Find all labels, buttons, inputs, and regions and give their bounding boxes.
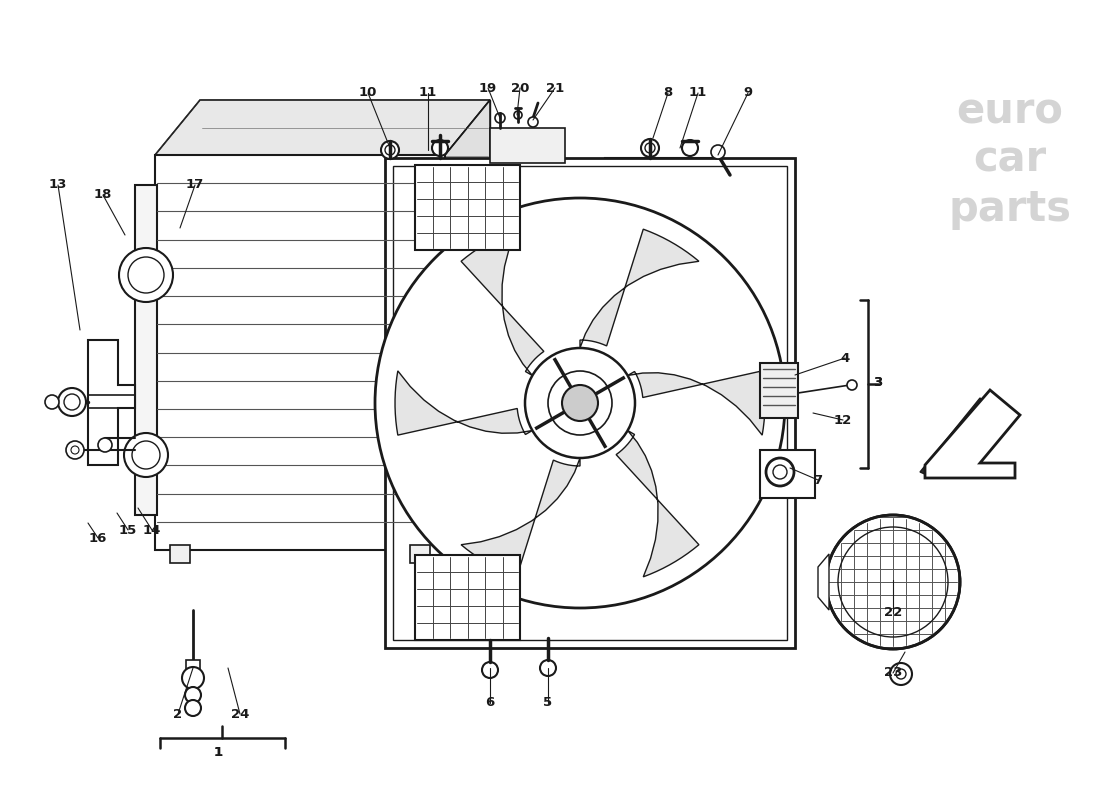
Circle shape	[896, 669, 906, 679]
Text: euro
car
parts: euro car parts	[948, 90, 1071, 230]
Text: 1: 1	[213, 746, 222, 758]
Text: 18: 18	[94, 189, 112, 202]
Bar	[410, 545, 430, 563]
Polygon shape	[925, 390, 1020, 478]
Bar	[135, 185, 157, 515]
Circle shape	[682, 140, 698, 156]
Circle shape	[641, 139, 659, 157]
Text: 3: 3	[873, 377, 882, 390]
Circle shape	[185, 700, 201, 716]
Bar	[170, 545, 190, 563]
Polygon shape	[461, 229, 543, 375]
Circle shape	[124, 433, 168, 477]
Circle shape	[58, 388, 86, 416]
Polygon shape	[395, 371, 532, 435]
Polygon shape	[155, 100, 490, 155]
Circle shape	[847, 380, 857, 390]
Text: 17: 17	[186, 178, 205, 191]
Text: 14: 14	[143, 523, 162, 537]
Polygon shape	[605, 158, 720, 200]
Text: 1: 1	[213, 746, 222, 758]
Text: 20: 20	[510, 82, 529, 94]
Circle shape	[826, 515, 960, 649]
Polygon shape	[818, 554, 829, 610]
Circle shape	[98, 438, 112, 452]
Circle shape	[890, 663, 912, 685]
Text: 16: 16	[89, 531, 107, 545]
Polygon shape	[580, 229, 698, 348]
Circle shape	[66, 441, 84, 459]
Bar	[442, 340, 460, 364]
Circle shape	[119, 248, 173, 302]
Bar	[760, 450, 815, 498]
Text: 5: 5	[543, 697, 552, 710]
Circle shape	[182, 667, 204, 689]
Polygon shape	[616, 430, 699, 577]
Text: 9: 9	[744, 86, 752, 99]
Text: 13: 13	[48, 178, 67, 191]
Bar	[200, 100, 490, 495]
Text: 10: 10	[359, 86, 377, 99]
Circle shape	[385, 145, 395, 155]
Text: 11: 11	[689, 86, 707, 99]
Circle shape	[645, 143, 654, 153]
Bar	[385, 158, 795, 648]
Text: 15: 15	[119, 523, 138, 537]
Circle shape	[72, 446, 79, 454]
Circle shape	[548, 371, 612, 435]
Circle shape	[495, 113, 505, 123]
Circle shape	[528, 117, 538, 127]
Text: 2: 2	[174, 707, 183, 721]
Circle shape	[64, 394, 80, 410]
Circle shape	[128, 257, 164, 293]
Circle shape	[381, 141, 399, 159]
Circle shape	[482, 662, 498, 678]
Circle shape	[773, 465, 786, 479]
Text: 24: 24	[231, 707, 250, 721]
Polygon shape	[88, 340, 135, 465]
Circle shape	[540, 660, 556, 676]
Bar	[393, 166, 786, 640]
Circle shape	[375, 198, 785, 608]
Text: 4: 4	[840, 351, 849, 365]
Text: 12: 12	[834, 414, 852, 426]
Text: 11: 11	[419, 86, 437, 99]
Circle shape	[562, 385, 598, 421]
Bar	[415, 165, 520, 250]
Circle shape	[766, 458, 794, 486]
Polygon shape	[461, 458, 580, 577]
Bar	[760, 363, 798, 418]
Polygon shape	[920, 398, 992, 478]
Text: 3: 3	[873, 377, 882, 390]
Circle shape	[525, 348, 635, 458]
Circle shape	[185, 687, 201, 703]
Text: 22: 22	[884, 606, 902, 619]
Circle shape	[514, 111, 522, 119]
Text: 23: 23	[883, 666, 902, 679]
Bar	[415, 555, 520, 640]
Text: a passion
for parts
since 1985: a passion for parts since 1985	[246, 382, 453, 538]
Text: 6: 6	[485, 697, 495, 710]
Circle shape	[432, 140, 448, 156]
Bar	[186, 660, 200, 670]
Polygon shape	[446, 100, 490, 550]
Text: 7: 7	[813, 474, 823, 486]
Bar	[155, 155, 446, 550]
Polygon shape	[628, 371, 764, 435]
Bar	[490, 128, 565, 163]
Text: 19: 19	[478, 82, 497, 94]
Text: 21: 21	[546, 82, 564, 94]
Circle shape	[132, 441, 160, 469]
Text: 8: 8	[663, 86, 672, 99]
Circle shape	[45, 395, 59, 409]
Circle shape	[711, 145, 725, 159]
